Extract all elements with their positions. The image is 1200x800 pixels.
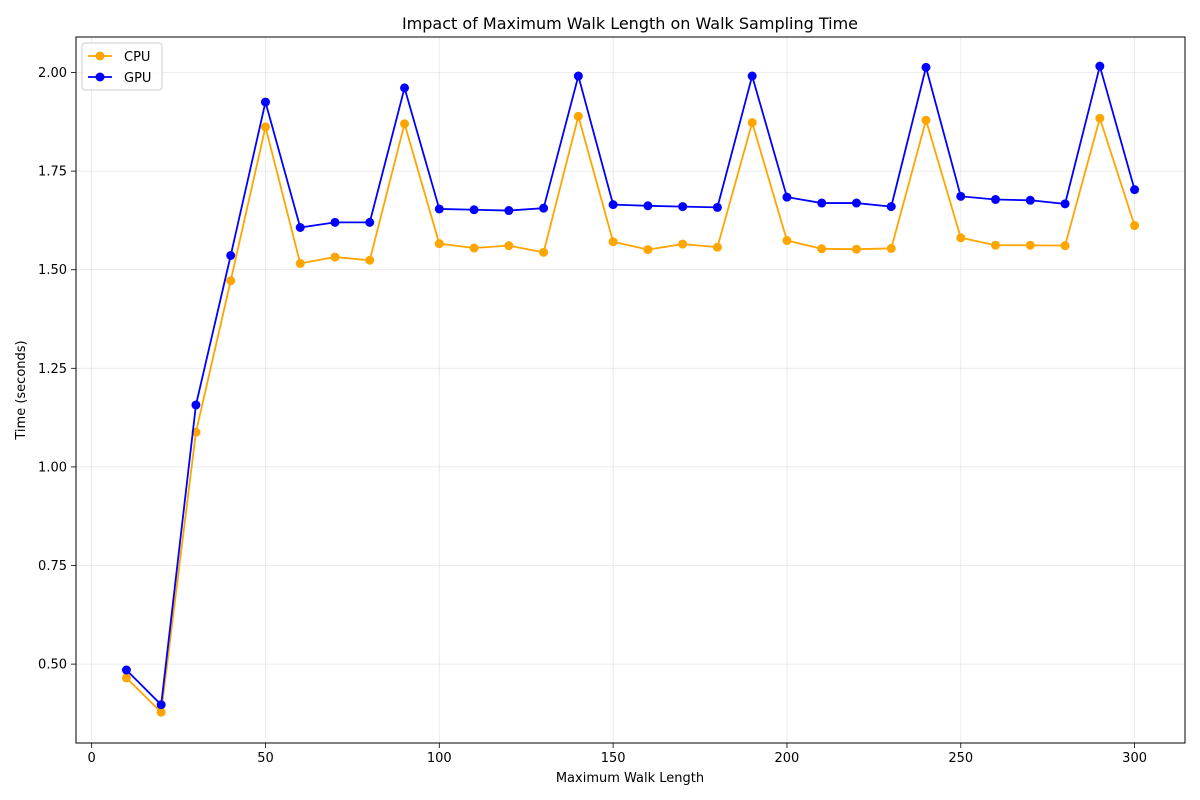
- y-axis-label: Time (seconds): [14, 340, 29, 440]
- legend-cpu-marker: [95, 51, 105, 61]
- series-gpu-point: [469, 205, 479, 215]
- series-cpu-point: [156, 707, 166, 717]
- series-cpu-point: [1025, 240, 1035, 250]
- x-tick-label: 150: [601, 751, 626, 766]
- series-cpu-point: [851, 244, 861, 254]
- y-tick-label: 1.75: [38, 165, 67, 180]
- series-gpu-point: [573, 71, 583, 81]
- series-gpu-point: [504, 206, 514, 216]
- series-cpu-point: [434, 239, 444, 249]
- series-cpu-point: [817, 244, 827, 254]
- series-cpu-point: [956, 233, 966, 243]
- series-cpu-point: [1060, 241, 1070, 251]
- legend-cpu-label: CPU: [124, 50, 150, 65]
- x-tick-label: 0: [88, 751, 96, 766]
- x-tick-label: 50: [257, 751, 274, 766]
- series-cpu-point: [121, 673, 131, 683]
- x-tick-label: 100: [427, 751, 452, 766]
- series-cpu-point: [1130, 221, 1140, 231]
- series-gpu-point: [712, 202, 722, 212]
- axis-ticks: 0 50 100 150 200 250 300 0.50 0.75 1.00 1.25 1.50 1.…: [38, 66, 1147, 766]
- series-gpu: [121, 61, 1140, 710]
- series-gpu-point: [365, 217, 375, 227]
- series-gpu-point: [643, 201, 653, 211]
- series-cpu-point: [921, 115, 931, 125]
- grid: [76, 37, 1185, 743]
- series-cpu-point: [886, 243, 896, 253]
- series-cpu-point: [747, 118, 757, 128]
- series-cpu-point: [539, 247, 549, 257]
- y-tick-label: 1.00: [38, 460, 67, 475]
- series-gpu-point: [678, 202, 688, 212]
- series-cpu-point: [504, 241, 514, 251]
- series-cpu-point: [608, 237, 618, 247]
- y-tick-label: 0.50: [38, 658, 67, 673]
- series-gpu-line: [125, 62, 1136, 707]
- series-cpu-point: [260, 122, 270, 132]
- series-cpu-point: [643, 245, 653, 255]
- series-cpu: [121, 111, 1140, 717]
- series-cpu-point: [400, 119, 410, 129]
- series-cpu-point: [573, 111, 583, 121]
- chart-title: Impact of Maximum Walk Length on Walk Sa…: [402, 14, 858, 33]
- legend-gpu-marker: [95, 72, 105, 82]
- y-tick-label: 1.25: [38, 362, 67, 377]
- series-gpu-point: [295, 223, 305, 233]
- series-gpu-point: [400, 83, 410, 93]
- series-gpu-point: [260, 97, 270, 107]
- series-gpu-point: [851, 198, 861, 208]
- series-cpu-point: [469, 243, 479, 253]
- series-gpu-point: [1095, 61, 1105, 71]
- series-cpu-point: [226, 276, 236, 286]
- y-tick-label: 1.50: [38, 263, 67, 278]
- legend: CPU GPU: [81, 42, 163, 91]
- series-gpu-point: [226, 251, 236, 261]
- x-axis-label: Maximum Walk Length: [556, 771, 704, 786]
- series-layer: [121, 61, 1140, 717]
- series-cpu-point: [712, 242, 722, 252]
- series-cpu-point: [991, 240, 1001, 250]
- series-gpu-point: [921, 62, 931, 72]
- series-gpu-point: [1130, 185, 1140, 195]
- legend-gpu-label: GPU: [124, 71, 151, 86]
- y-tick-label: 2.00: [38, 66, 67, 81]
- series-gpu-point: [191, 400, 201, 410]
- series-gpu-point: [1025, 195, 1035, 205]
- x-tick-label: 250: [948, 751, 973, 766]
- plot-area-frame: [75, 36, 1186, 744]
- series-gpu-point: [782, 192, 792, 202]
- series-gpu-point: [156, 700, 166, 710]
- series-cpu-point: [1095, 113, 1105, 123]
- series-cpu-point: [782, 236, 792, 246]
- x-tick-label: 200: [775, 751, 800, 766]
- series-gpu-point: [608, 200, 618, 210]
- series-gpu-point: [817, 198, 827, 208]
- series-gpu-point: [956, 191, 966, 201]
- series-gpu-point: [330, 217, 340, 227]
- series-cpu-point: [295, 258, 305, 268]
- series-cpu-point: [678, 239, 688, 249]
- series-gpu-point: [886, 202, 896, 212]
- series-gpu-point: [539, 203, 549, 213]
- series-gpu-point: [434, 204, 444, 214]
- series-gpu-point: [991, 194, 1001, 204]
- y-tick-label: 0.75: [38, 559, 67, 574]
- series-gpu-point: [1060, 199, 1070, 209]
- series-gpu-point: [747, 71, 757, 81]
- series-cpu-point: [365, 255, 375, 265]
- series-cpu-line: [125, 112, 1136, 715]
- x-tick-label: 300: [1122, 751, 1147, 766]
- series-cpu-point: [330, 252, 340, 262]
- series-gpu-point: [121, 665, 131, 675]
